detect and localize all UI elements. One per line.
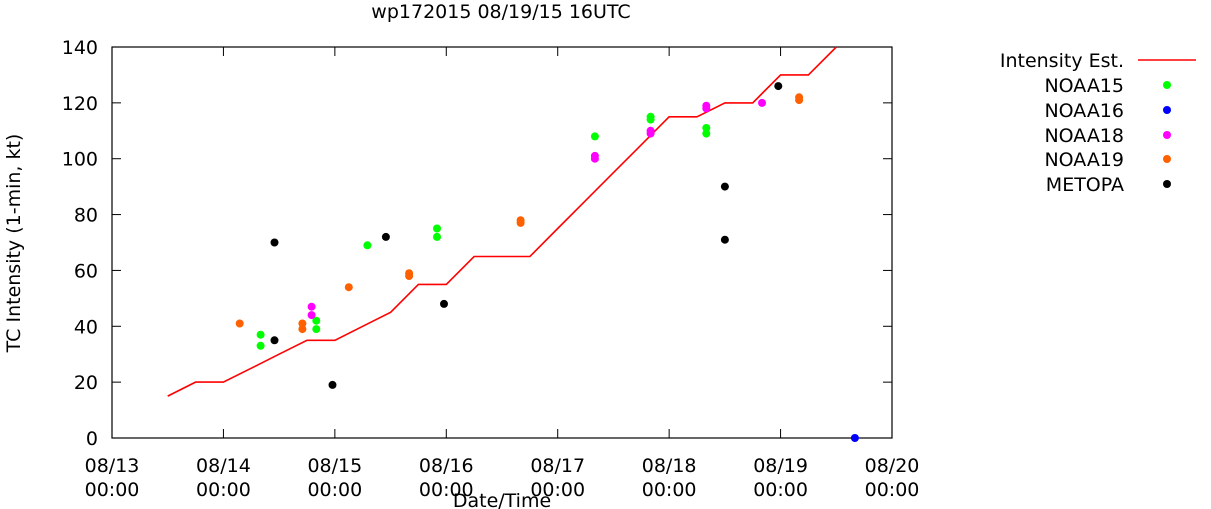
- noaa18-point: [307, 302, 316, 311]
- noaa15-point: [702, 129, 711, 138]
- x-tick-label-date: 08/18: [642, 455, 697, 477]
- noaa19-point: [298, 319, 307, 328]
- intensity-est-line: [167, 46, 837, 397]
- noaa16-point: [850, 434, 859, 442]
- legend-marker-noaa16: [1163, 106, 1171, 114]
- x-tick-label-date: 08/15: [307, 455, 362, 477]
- legend-label-metopa: METOPA: [1046, 174, 1124, 196]
- noaa18-point: [758, 98, 766, 107]
- metopa-point: [270, 238, 279, 247]
- noaa18-point: [590, 154, 599, 163]
- legend-marker-noaa15: [1163, 81, 1171, 89]
- noaa19-point: [405, 272, 414, 280]
- metopa-point: [720, 235, 729, 244]
- y-axis-title: TC Intensity (1-min, kt): [3, 134, 25, 354]
- x-tick-label-time: 00:00: [642, 479, 697, 501]
- legend-label-noaa16: NOAA16: [1044, 100, 1124, 122]
- metopa-point: [774, 82, 783, 91]
- noaa19-point: [795, 96, 804, 105]
- x-tick-label-date: 08/14: [196, 455, 251, 477]
- axis-ticks: 02040608010012014008/1300:0008/1400:0008…: [62, 37, 920, 501]
- y-tick-label: 100: [62, 149, 98, 171]
- noaa15-point: [256, 330, 265, 339]
- noaa15-point: [433, 232, 441, 241]
- chart-title: wp172015 08/19/15 16UTC: [371, 1, 630, 23]
- plot-frame: [111, 46, 893, 439]
- legend-marker-noaa18: [1163, 131, 1171, 139]
- legend-marker-noaa19: [1163, 155, 1171, 163]
- noaa15-point: [363, 241, 372, 250]
- x-tick-label-date: 08/16: [419, 455, 474, 477]
- y-tick-label: 120: [62, 93, 98, 115]
- metopa-point: [720, 182, 729, 191]
- satellite-points-layer: [235, 82, 859, 442]
- noaa19-point: [516, 218, 525, 227]
- noaa15-point: [312, 325, 321, 334]
- noaa15-point: [433, 224, 441, 233]
- x-tick-label-date: 08/13: [85, 455, 140, 477]
- noaa19-point: [344, 283, 353, 292]
- x-axis-title: Date/Time: [453, 490, 551, 509]
- metopa-point: [381, 232, 390, 241]
- noaa15-point: [702, 124, 711, 132]
- y-tick-label: 40: [74, 316, 98, 338]
- x-tick-label-time: 00:00: [307, 479, 362, 501]
- legend-label-noaa18: NOAA18: [1044, 125, 1124, 147]
- x-tick-label-time: 00:00: [753, 479, 808, 501]
- noaa15-point: [256, 341, 265, 350]
- noaa19-point: [298, 325, 307, 334]
- y-tick-label: 80: [74, 205, 98, 227]
- noaa18-point: [646, 129, 655, 138]
- metopa-point: [270, 336, 279, 345]
- x-tick-label-time: 00:00: [865, 479, 920, 501]
- y-tick-label: 60: [74, 260, 98, 282]
- noaa15-point: [646, 115, 655, 124]
- legend-label-noaa15: NOAA15: [1044, 75, 1124, 97]
- y-tick-label: 20: [74, 372, 98, 394]
- noaa19-point: [235, 319, 244, 328]
- noaa15-point: [312, 316, 321, 325]
- x-tick-label-date: 08/20: [865, 455, 920, 477]
- legend-label-noaa19: NOAA19: [1044, 149, 1124, 171]
- noaa18-point: [307, 311, 316, 320]
- noaa18-point: [702, 104, 711, 113]
- x-tick-label-time: 00:00: [530, 479, 585, 501]
- x-tick-label-time: 00:00: [85, 479, 140, 501]
- x-tick-label-time: 00:00: [196, 479, 251, 501]
- x-tick-label-date: 08/17: [530, 455, 585, 477]
- legend-marker-metopa: [1163, 180, 1171, 188]
- x-tick-label-time: 00:00: [419, 479, 474, 501]
- y-tick-label: 0: [86, 428, 98, 450]
- y-tick-label: 140: [62, 37, 98, 59]
- metopa-point: [440, 299, 448, 308]
- metopa-point: [328, 380, 337, 389]
- noaa15-point: [590, 132, 599, 141]
- x-tick-label-date: 08/19: [753, 455, 808, 477]
- legend-label-intensity-est: Intensity Est.: [1000, 50, 1124, 72]
- intensity-line-layer: [167, 46, 837, 397]
